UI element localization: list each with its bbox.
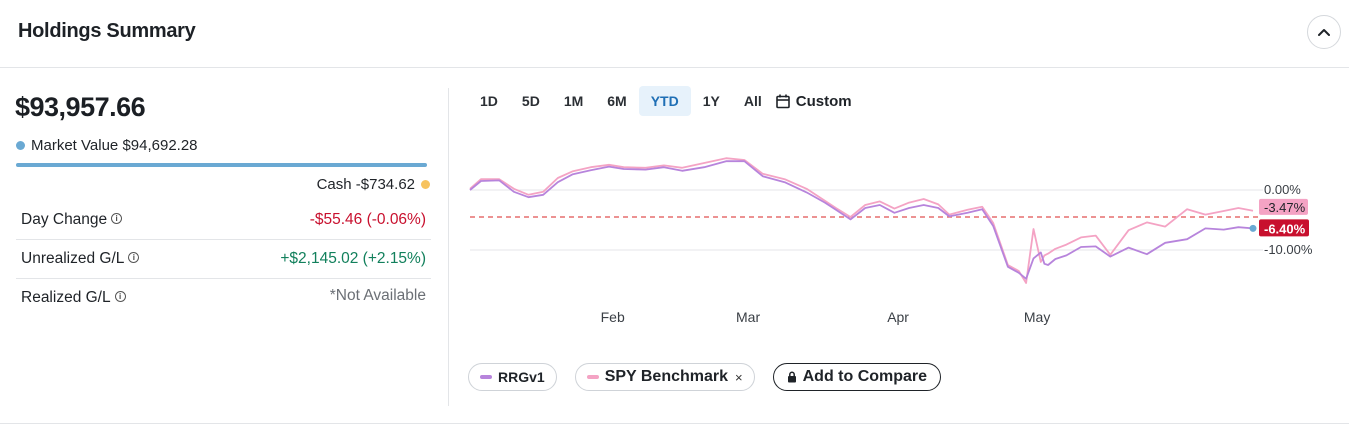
chevron-up-icon bbox=[1318, 29, 1330, 36]
metric-row-realized: Realized G/L i *Not Available bbox=[16, 279, 431, 318]
legend-chip-benchmark: SPY Benchmark × bbox=[574, 363, 755, 391]
allocation-bar bbox=[16, 163, 427, 167]
range-selector: 1D 5D 1M 6M YTD 1Y All Custom bbox=[468, 86, 852, 116]
lock-icon bbox=[787, 371, 796, 383]
range-1d-button[interactable]: 1D bbox=[480, 93, 498, 109]
cash-dot-icon bbox=[421, 180, 430, 189]
remove-benchmark-icon[interactable]: × bbox=[735, 369, 743, 385]
summary-panel: $93,957.66 Market Value $94,692.28 Cash … bbox=[0, 68, 448, 406]
legend-portfolio-label: RRGv1 bbox=[498, 369, 545, 385]
x-tick-label: May bbox=[1024, 309, 1050, 325]
metric-label-day-change: Day Change i bbox=[21, 211, 123, 229]
info-icon[interactable]: i bbox=[114, 291, 126, 303]
collapse-button[interactable] bbox=[1307, 15, 1341, 49]
x-tick-label: Mar bbox=[736, 309, 760, 325]
info-icon[interactable]: i bbox=[111, 213, 123, 225]
y-tick-label: 0.00% bbox=[1264, 182, 1301, 197]
benchmark-end-badge bbox=[1259, 198, 1308, 215]
metric-value-unrealized: +$2,145.02 (+2.15%) bbox=[280, 250, 426, 267]
performance-chart[interactable]: 0.00% -10.00% -3.47% -6.40% Feb Mar Apr May bbox=[458, 150, 1338, 335]
metric-row-unrealized: Unrealized G/L i +$2,145.02 (+2.15%) bbox=[16, 240, 431, 279]
chart-legend: RRGv1 SPY Benchmark × Add to Compare bbox=[468, 363, 942, 391]
metric-label-text: Day Change bbox=[21, 211, 108, 228]
legend-chip-portfolio[interactable]: RRGv1 bbox=[468, 363, 557, 391]
cash-row: Cash -$734.62 bbox=[317, 176, 430, 193]
metric-value-day-change: -$55.46 (-0.06%) bbox=[309, 211, 426, 228]
market-value-label: Market Value bbox=[31, 137, 119, 154]
range-5d-button[interactable]: 5D bbox=[521, 93, 540, 109]
panel-divider bbox=[448, 88, 449, 406]
cash-label: Cash bbox=[316, 176, 352, 193]
info-icon[interactable]: i bbox=[128, 252, 140, 264]
market-value-amount: $94,692.28 bbox=[122, 137, 198, 154]
range-ytd-button[interactable]: YTD bbox=[638, 86, 691, 116]
metric-label-realized: Realized G/L i bbox=[21, 289, 126, 307]
metric-label-unrealized: Unrealized G/L i bbox=[21, 250, 140, 268]
range-6m-button[interactable]: 6M bbox=[607, 93, 627, 109]
benchmark-swatch-icon bbox=[586, 375, 599, 379]
portfolio-series-line bbox=[469, 160, 1254, 280]
custom-range-label: Custom bbox=[795, 92, 852, 110]
add-to-compare-label: Add to Compare bbox=[802, 368, 928, 385]
cash-amount: -$734.62 bbox=[355, 176, 415, 193]
y-tick-label: -10.00% bbox=[1264, 242, 1313, 257]
card-header: Holdings Summary bbox=[0, 0, 1349, 68]
benchmark-end-label: -3.47% bbox=[1264, 200, 1306, 215]
add-to-compare-button[interactable]: Add to Compare bbox=[772, 363, 942, 391]
x-tick-label: Feb bbox=[601, 309, 625, 325]
portfolio-end-point bbox=[1249, 224, 1257, 232]
portfolio-swatch-icon bbox=[480, 375, 492, 379]
range-1m-button[interactable]: 1M bbox=[563, 93, 584, 109]
range-all-button[interactable]: All bbox=[743, 93, 762, 109]
metric-row-day-change: Day Change i -$55.46 (-0.06%) bbox=[16, 201, 431, 240]
range-1y-button[interactable]: 1Y bbox=[702, 93, 720, 109]
market-value-row: Market Value $94,692.28 bbox=[16, 137, 198, 154]
portfolio-end-label: -6.40% bbox=[1264, 221, 1306, 236]
total-value: $93,957.66 bbox=[15, 92, 146, 122]
metric-label-text: Unrealized G/L bbox=[21, 250, 125, 267]
benchmark-series-line bbox=[469, 157, 1254, 284]
calendar-icon bbox=[775, 94, 790, 108]
x-tick-label: Apr bbox=[887, 309, 909, 325]
custom-range-button[interactable]: Custom bbox=[775, 92, 852, 110]
metric-label-text: Realized G/L bbox=[21, 289, 111, 306]
portfolio-end-badge bbox=[1259, 219, 1309, 237]
legend-benchmark-label: SPY Benchmark bbox=[604, 368, 729, 385]
metric-value-realized: *Not Available bbox=[329, 287, 426, 304]
market-value-dot-icon bbox=[16, 141, 25, 150]
page-title: Holdings Summary bbox=[18, 20, 196, 42]
bottom-divider bbox=[0, 423, 1349, 424]
